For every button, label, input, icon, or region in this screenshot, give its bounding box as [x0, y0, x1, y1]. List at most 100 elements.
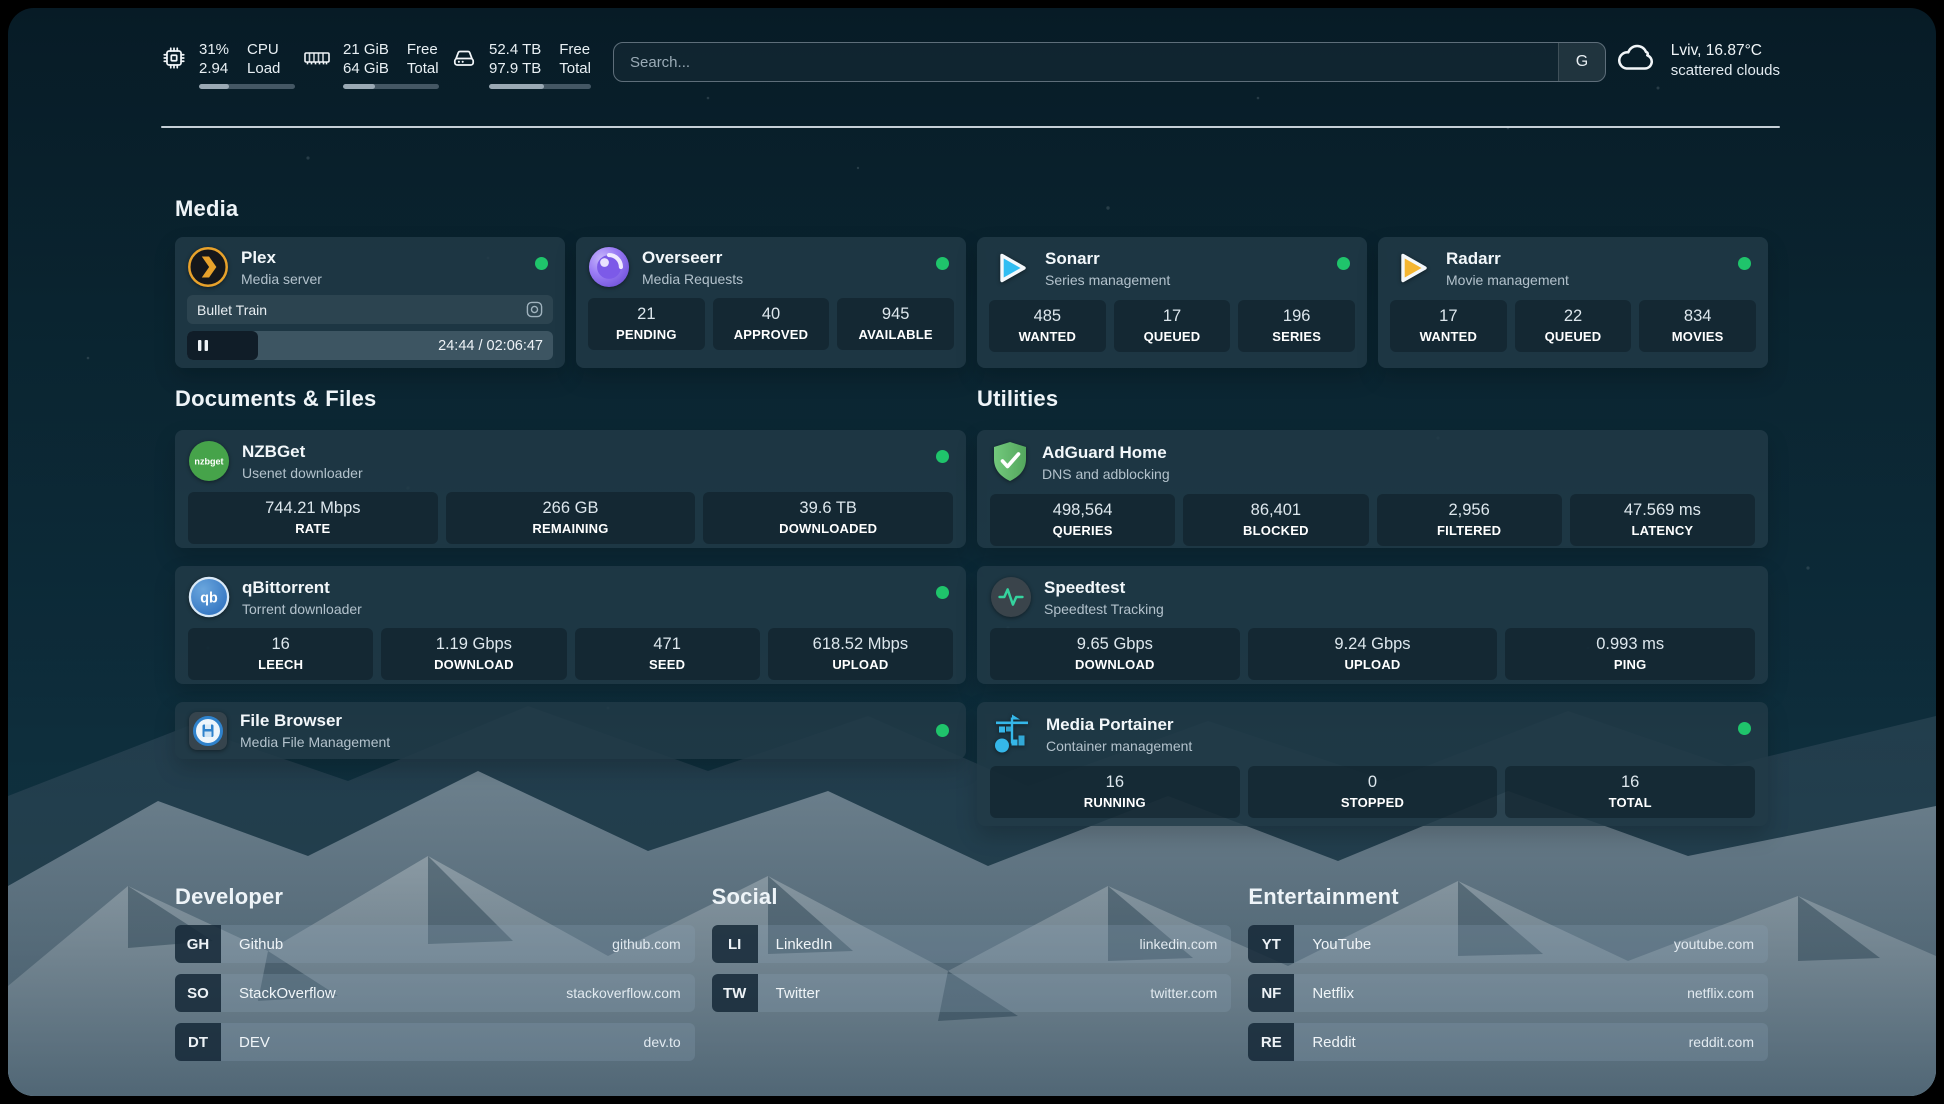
stat-label: SEED: [649, 657, 686, 672]
bookmark-group-entertainment: Entertainment YT YouTube youtube.com NF …: [1248, 884, 1768, 1061]
cpu-usage-widget: 31% 2.94 CPU Load: [161, 40, 295, 89]
stat-value: 498,564: [1052, 501, 1113, 519]
bookmark-name: Netflix: [1312, 984, 1355, 1002]
adguard-card[interactable]: AdGuard Home DNS and adblocking 498,564 …: [977, 430, 1768, 548]
stat-value: 744.21 Mbps: [265, 499, 361, 517]
stat-label: FILTERED: [1437, 523, 1502, 538]
stat-label: WANTED: [1419, 329, 1478, 344]
stat-value: 485: [1033, 307, 1062, 325]
stat-value: 0: [1367, 773, 1378, 791]
plex-playback-progress-bar: 24:44 / 02:06:47: [187, 331, 553, 360]
bookmark-twitter[interactable]: TW Twitter twitter.com: [711, 974, 1232, 1012]
bookmark-group-developer: Developer GH Github github.com SO StackO…: [175, 884, 695, 1061]
stat-box: 39.6 TB DOWNLOADED: [703, 492, 953, 544]
service-description: Usenet downloader: [242, 464, 363, 481]
filebrowser-card[interactable]: File Browser Media File Management: [175, 702, 966, 759]
search-provider-button[interactable]: G: [1558, 43, 1605, 81]
stat-label: TOTAL: [1608, 795, 1652, 810]
search-input[interactable]: [614, 43, 1558, 81]
portainer-card[interactable]: Media Portainer Container management 16 …: [977, 702, 1768, 826]
stat-box: 17 QUEUED: [1113, 300, 1231, 352]
stat-box: 40 APPROVED: [712, 298, 830, 350]
stat-value: 17: [1439, 307, 1458, 325]
qbittorrent-card[interactable]: qb qBittorrent Torrent downloader 16: [175, 566, 966, 684]
stat-label: SERIES: [1272, 329, 1322, 344]
cpu-usage-bar: [199, 84, 295, 89]
adguard-icon: [990, 440, 1030, 484]
bookmark-url: stackoverflow.com: [566, 985, 681, 1001]
speedtest-card[interactable]: Speedtest Speedtest Tracking 9.65 Gbps D…: [977, 566, 1768, 684]
bookmark-stackoverflow[interactable]: SO StackOverflow stackoverflow.com: [175, 974, 695, 1012]
service-description: Media server: [241, 270, 322, 287]
memory-usage-bar-fill: [343, 84, 375, 89]
stat-box: 471 SEED: [574, 628, 760, 680]
bookmark-abbr-badge: YT: [1248, 925, 1295, 963]
bookmark-github[interactable]: GH Github github.com: [175, 925, 695, 963]
sonarr-icon: [989, 246, 1033, 290]
service-description: Movie management: [1446, 271, 1569, 288]
pause-icon: [197, 339, 209, 352]
media-card-grid: Plex Media server Bullet Train: [175, 237, 1768, 368]
memory-total-value: 64 GiB: [343, 60, 389, 77]
bookmark-abbr-badge: GH: [175, 925, 221, 963]
bookmark-abbr-badge: NF: [1248, 974, 1295, 1012]
stat-box: 2,956 FILTERED: [1376, 494, 1562, 546]
service-description: DNS and adblocking: [1042, 465, 1170, 482]
weather-condition: scattered clouds: [1670, 62, 1780, 79]
bookmark-url: netflix.com: [1687, 985, 1754, 1001]
weather-widget: Lviv, 16.87°C scattered clouds: [1616, 40, 1780, 81]
bookmark-youtube[interactable]: YT YouTube youtube.com: [1248, 925, 1768, 963]
section-title-documents: Documents & Files: [175, 386, 377, 411]
stat-label: LATENCY: [1631, 523, 1694, 538]
stat-label: PENDING: [616, 327, 677, 342]
service-name: Radarr: [1446, 248, 1501, 268]
plex-card[interactable]: Plex Media server Bullet Train: [175, 237, 565, 368]
stat-box: 47.569 ms LATENCY: [1569, 494, 1755, 546]
cpu-chip-icon: [161, 45, 187, 76]
stat-box: 21 PENDING: [588, 298, 705, 350]
service-description: Media File Management: [240, 734, 391, 750]
service-name: qBittorrent: [242, 577, 330, 597]
stat-box: 945 AVAILABLE: [837, 298, 954, 350]
plex-icon: [187, 246, 229, 288]
svg-text:qb: qb: [200, 590, 218, 606]
service-name: File Browser: [240, 711, 343, 730]
stat-label: DOWNLOADED: [779, 521, 878, 536]
nzbget-card[interactable]: nzbget NZBGet Usenet downloader 744.21 M…: [175, 430, 966, 548]
disk-free-value: 52.4 TB: [489, 41, 542, 58]
cpu-load-label: Load: [247, 60, 281, 77]
radarr-card[interactable]: Radarr Movie management 17 WANTED 22 QUE…: [1378, 237, 1768, 368]
stat-value: 1.19 Gbps: [435, 635, 512, 653]
bookmark-reddit[interactable]: RE Reddit reddit.com: [1248, 1023, 1768, 1061]
stat-value: 945: [881, 305, 910, 323]
radarr-icon: [1390, 246, 1434, 290]
stat-box: 86,401 BLOCKED: [1183, 494, 1369, 546]
memory-total-label: Total: [406, 60, 439, 77]
stat-box: 17 WANTED: [1390, 300, 1507, 352]
service-name: Sonarr: [1045, 248, 1100, 268]
service-description: Series management: [1045, 271, 1171, 288]
stat-label: WANTED: [1018, 329, 1077, 344]
bookmark-name: StackOverflow: [239, 984, 336, 1002]
hard-drive-icon: [451, 45, 477, 76]
stat-label: APPROVED: [733, 327, 809, 342]
stat-box: 0 STOPPED: [1247, 766, 1498, 818]
utilities-column: Utilities AdGuard Home DNS and adblockin…: [977, 386, 1768, 826]
stat-value: 47.569 ms: [1623, 501, 1701, 519]
bookmark-group-social: Social LI LinkedIn linkedin.com TW Twitt…: [711, 884, 1232, 1061]
bookmark-linkedin[interactable]: LI LinkedIn linkedin.com: [711, 925, 1232, 963]
stat-label: STOPPED: [1340, 795, 1405, 810]
section-title-entertainment: Entertainment: [1248, 884, 1399, 909]
bookmark-abbr-badge: DT: [175, 1023, 221, 1061]
overseerr-card[interactable]: Overseerr Media Requests 21 PENDING 40 A…: [576, 237, 966, 368]
section-title-developer: Developer: [175, 884, 284, 909]
bookmark-name: YouTube: [1312, 935, 1372, 953]
stat-box: 0.993 ms PING: [1505, 628, 1755, 680]
sonarr-card[interactable]: Sonarr Series management 485 WANTED 17 Q…: [977, 237, 1367, 368]
online-status-dot: [936, 724, 949, 737]
stat-label: REMAINING: [532, 521, 609, 536]
bookmark-dev[interactable]: DT DEV dev.to: [175, 1023, 695, 1061]
stat-box: 16 RUNNING: [990, 766, 1240, 818]
bookmark-name: Github: [239, 935, 284, 953]
bookmark-netflix[interactable]: NF Netflix netflix.com: [1248, 974, 1768, 1012]
